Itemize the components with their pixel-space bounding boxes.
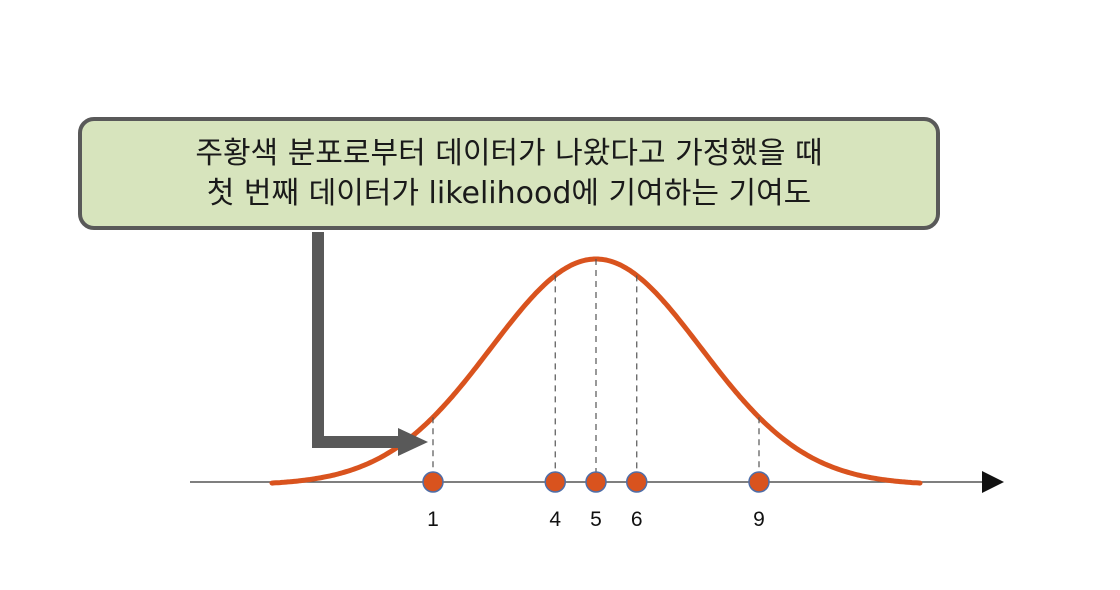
- x-axis-arrowhead: [982, 471, 1004, 493]
- tick-label-5: 5: [590, 508, 602, 531]
- callout-box: 주황색 분포로부터 데이터가 나왔다고 가정했을 때 첫 번째 데이터가 lik…: [78, 117, 940, 230]
- tick-label-4: 4: [549, 508, 561, 531]
- data-point-4: [544, 471, 566, 493]
- callout-line-2: 첫 번째 데이터가 likelihood에 기여하는 기여도: [206, 175, 812, 211]
- data-point-6: [626, 471, 648, 493]
- tick-labels: 1 4 5 6 9: [427, 508, 765, 531]
- data-points: [422, 471, 770, 493]
- tick-label-1: 1: [427, 508, 439, 531]
- data-point-1: [422, 471, 444, 493]
- callout-arrowhead: [398, 428, 428, 456]
- tick-label-9: 9: [753, 508, 765, 531]
- data-point-5: [585, 471, 607, 493]
- tick-label-6: 6: [631, 508, 643, 531]
- data-point-9: [748, 471, 770, 493]
- guide-lines: [432, 259, 760, 482]
- callout-line-1: 주황색 분포로부터 데이터가 나왔다고 가정했을 때: [195, 135, 823, 171]
- callout-connector-arrow: [312, 232, 398, 448]
